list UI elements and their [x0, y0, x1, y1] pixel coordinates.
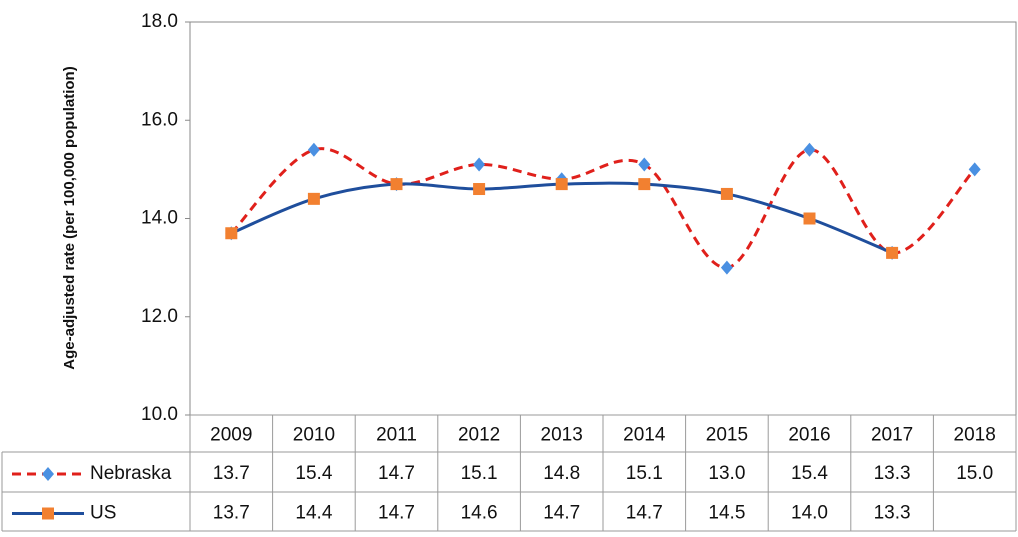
table-value: 15.4 — [791, 463, 828, 484]
y-tick-label: 16.0 — [141, 109, 178, 130]
table-value: 15.1 — [461, 463, 498, 484]
table-value: 14.7 — [626, 503, 663, 524]
marker — [225, 227, 238, 240]
x-tick-label: 2014 — [623, 425, 666, 446]
series-line — [230, 147, 976, 270]
table-value: 14.4 — [295, 503, 332, 524]
y-tick-label: 18.0 — [141, 11, 178, 32]
marker — [638, 157, 651, 172]
x-tick-label: 2013 — [541, 425, 583, 446]
table-value: 14.8 — [543, 463, 580, 484]
legend-label: Nebraska — [90, 463, 172, 484]
marker — [968, 162, 981, 177]
table-value: 14.7 — [378, 463, 415, 484]
table-value: 13.0 — [708, 463, 745, 484]
x-tick-label: 2017 — [871, 425, 913, 446]
series-line — [230, 181, 893, 255]
x-tick-label: 2016 — [788, 425, 830, 446]
marker — [390, 178, 403, 191]
y-axis-label: Age-adjusted rate (per 100,000 populatio… — [61, 66, 78, 369]
marker — [638, 178, 651, 191]
marker — [886, 246, 899, 259]
x-tick-label: 2010 — [293, 425, 335, 446]
table-value: 14.7 — [378, 503, 415, 524]
marker — [473, 157, 486, 172]
marker — [42, 507, 54, 520]
table-value: 13.7 — [213, 503, 250, 524]
marker — [803, 142, 816, 157]
marker — [803, 212, 816, 225]
x-tick-label: 2009 — [210, 425, 252, 446]
x-tick-label: 2018 — [954, 425, 996, 446]
marker — [307, 142, 320, 157]
table-value: 15.1 — [626, 463, 663, 484]
marker — [720, 260, 733, 275]
y-tick-label: 12.0 — [141, 306, 178, 327]
marker — [42, 467, 54, 481]
marker — [555, 178, 568, 191]
table-value: 13.7 — [213, 463, 250, 484]
x-tick-label: 2015 — [706, 425, 748, 446]
marker — [307, 192, 320, 205]
marker — [473, 183, 486, 196]
table-value: 13.3 — [874, 503, 911, 524]
table-value: 14.7 — [543, 503, 580, 524]
table-value: 13.3 — [874, 463, 911, 484]
table-value: 14.0 — [791, 503, 828, 524]
legend-label: US — [90, 503, 116, 524]
table-value: 15.0 — [956, 463, 993, 484]
table-value: 14.5 — [708, 503, 745, 524]
table-value: 15.4 — [295, 463, 332, 484]
x-tick-label: 2011 — [376, 425, 417, 446]
marker — [720, 187, 733, 200]
y-tick-label: 10.0 — [141, 404, 178, 425]
plot-area — [189, 21, 1017, 416]
table-value: 14.6 — [461, 503, 498, 524]
x-tick-label: 2012 — [458, 425, 500, 446]
y-tick-label: 14.0 — [141, 208, 178, 229]
